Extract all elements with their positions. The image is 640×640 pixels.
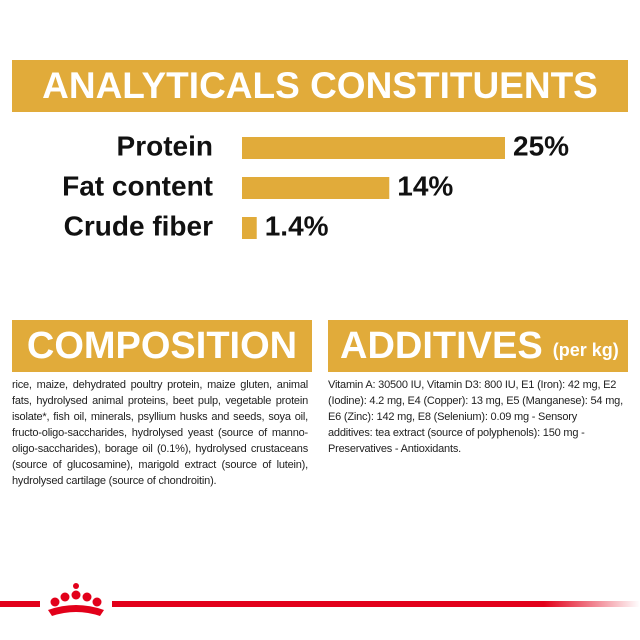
composition-banner: COMPOSITION [12,320,312,372]
chart: ANALYTICALS CONSTITUENTS Protein 25% Fat c… [12,60,628,241]
footer [0,583,640,616]
value-label: 14% [397,170,453,201]
category-label: Protein [117,130,213,161]
value-label: 1.4% [265,210,329,241]
composition-text: rice, maize, dehydrated poultry protein,… [12,379,308,487]
additives-unit: (per kg) [552,339,619,360]
additives-text: Vitamin A: 30500 IU, Vitamin D3: 800 IU,… [328,379,623,455]
bar [242,137,505,159]
chart-title: ANALYTICALS CONSTITUENTS [42,65,598,106]
crown-logo [40,583,112,616]
composition-title: COMPOSITION [26,324,298,367]
additives-banner: ADDITIVES (per kg) [328,320,628,372]
title-banner [12,60,628,112]
category-label: Fat content [62,170,213,201]
additives-title: ADDITIVES [340,324,543,367]
value-label: 25% [513,130,569,161]
bar [242,177,390,199]
footer-line [0,601,640,607]
category-label: Crude fiber [64,210,213,241]
bar [242,217,257,239]
